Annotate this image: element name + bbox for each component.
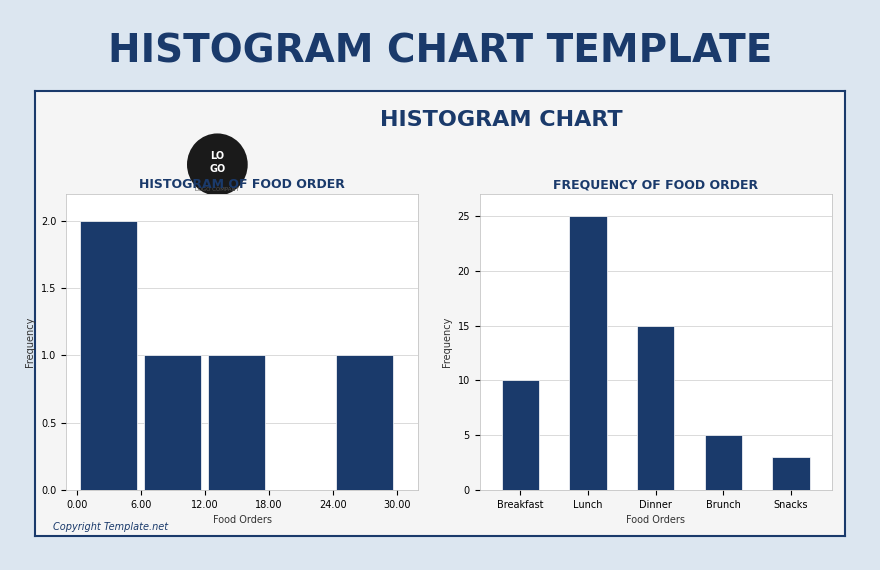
Y-axis label: Frequency: Frequency [26,317,35,367]
Bar [569,216,606,490]
Ellipse shape [187,133,248,196]
Bar [773,457,810,490]
Title: FREQUENCY OF FOOD ORDER: FREQUENCY OF FOOD ORDER [553,178,759,192]
Bar [80,221,137,490]
Text: Copyright Template.net: Copyright Template.net [53,522,168,532]
X-axis label: Food Orders: Food Orders [626,515,686,526]
Text: LO: LO [210,150,224,161]
Bar [143,356,202,490]
Bar [502,380,539,490]
Bar [705,435,742,490]
Bar [208,356,266,490]
Y-axis label: Frequency: Frequency [442,317,451,367]
Bar [637,325,674,490]
Text: HISTOGRAM CHART TEMPLATE: HISTOGRAM CHART TEMPLATE [108,32,772,70]
Text: HISTOGRAM CHART: HISTOGRAM CHART [380,109,623,130]
Text: LOGO COMPANY: LOGO COMPANY [195,188,239,193]
X-axis label: Food Orders: Food Orders [212,515,272,526]
Text: GO: GO [209,164,225,174]
Bar [336,356,393,490]
Title: HISTOGRAM OF FOOD ORDER: HISTOGRAM OF FOOD ORDER [139,178,345,192]
